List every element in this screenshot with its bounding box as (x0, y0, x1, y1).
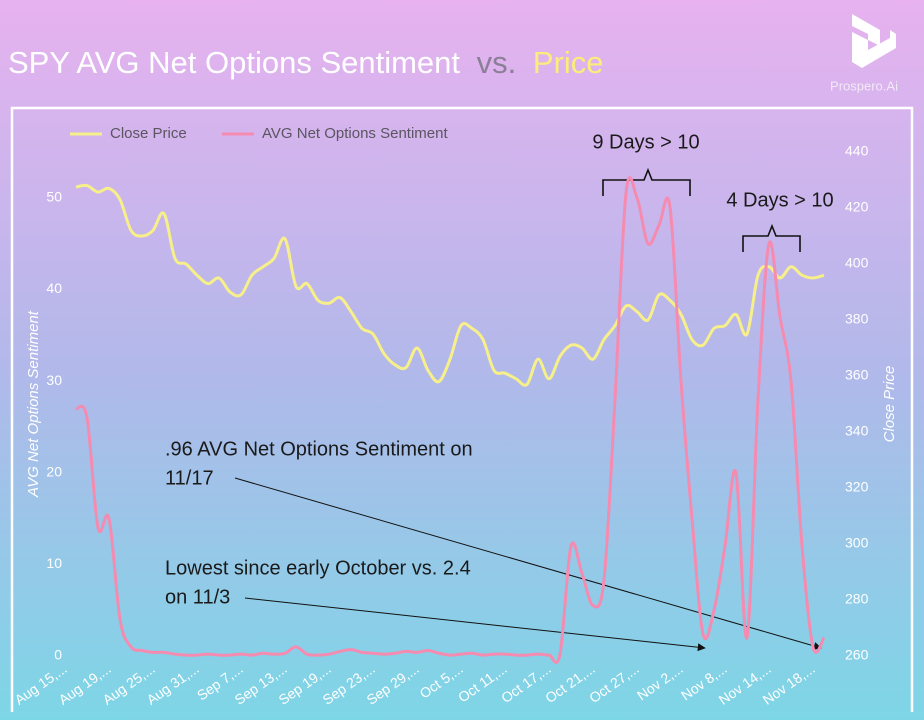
annotation: 11/17 (165, 467, 214, 489)
y-tick-label: 50 (46, 189, 62, 205)
series-line (74, 176, 826, 664)
y2-tick-label: 420 (845, 199, 869, 215)
y-tick-label: 0 (54, 647, 62, 663)
y2-tick-label: 440 (845, 143, 869, 159)
title-part: Price (533, 45, 604, 80)
y2-tick-label: 340 (845, 423, 869, 439)
y-tick-label: 30 (46, 372, 62, 388)
brand: Prospero.Ai (830, 78, 898, 93)
y2-tick-label: 360 (845, 367, 869, 383)
annotation: Lowest since early October vs. 2.4 (165, 557, 471, 579)
y-tick-label: 20 (46, 463, 62, 479)
y2-axis-label: Close Price (881, 366, 898, 443)
legend-label: Close Price (110, 125, 187, 142)
legend-label: AVG Net Options Sentiment (262, 125, 448, 142)
logo (852, 14, 896, 68)
y2-tick-label: 400 (845, 255, 869, 271)
y-tick-label: 10 (46, 555, 62, 571)
y2-tick-label: 300 (845, 535, 869, 551)
y2-tick-label: 280 (845, 591, 869, 607)
y-tick-label: 40 (46, 280, 62, 296)
title-part: vs. (477, 45, 517, 80)
annotation: .96 AVG Net Options Sentiment on (165, 438, 473, 460)
annotation: 9 Days > 10 (592, 131, 699, 153)
frame (10, 106, 914, 712)
y2-tick-label: 380 (845, 311, 869, 327)
series-line (75, 183, 825, 387)
annotation-arrows (234, 477, 822, 652)
brackets (602, 167, 801, 252)
annotation: on 11/3 (165, 586, 230, 608)
title-part: SPY AVG Net Options Sentiment (8, 45, 460, 80)
chart-title: SPY AVG Net Options Sentiment vs. Price (8, 45, 604, 80)
y2-tick-label: 260 (845, 647, 869, 663)
y2-tick-label: 320 (845, 479, 869, 495)
annotation: 4 Days > 10 (726, 189, 833, 211)
y-axis-label: AVG Net Options Sentiment (25, 310, 42, 498)
